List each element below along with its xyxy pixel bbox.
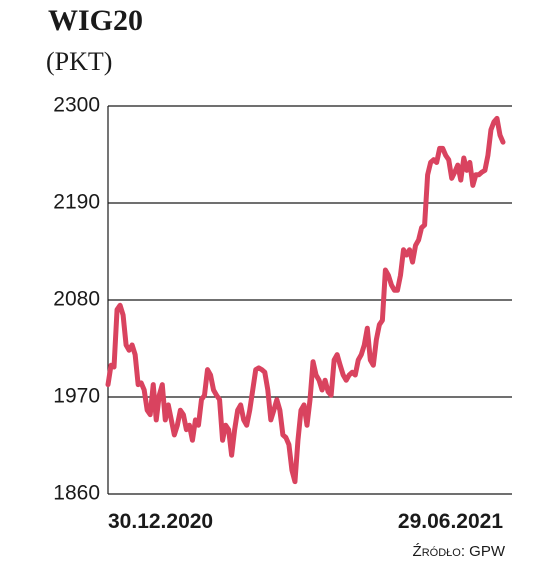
x-tick-label: 29.06.2021 — [398, 510, 503, 533]
source: Źródło: GPW — [413, 543, 506, 560]
x-tick-label: 30.12.2020 — [108, 510, 213, 533]
y-tick-label: 2080 — [53, 288, 100, 311]
y-tick-label: 1860 — [53, 482, 100, 505]
y-tick-label: 2190 — [53, 191, 100, 214]
chart-subtitle: (PKT) — [46, 47, 112, 76]
y-tick-label: 2300 — [53, 94, 100, 117]
y-tick-label: 1970 — [53, 385, 100, 408]
chart-title: WIG20 — [48, 4, 143, 37]
line — [105, 115, 506, 485]
